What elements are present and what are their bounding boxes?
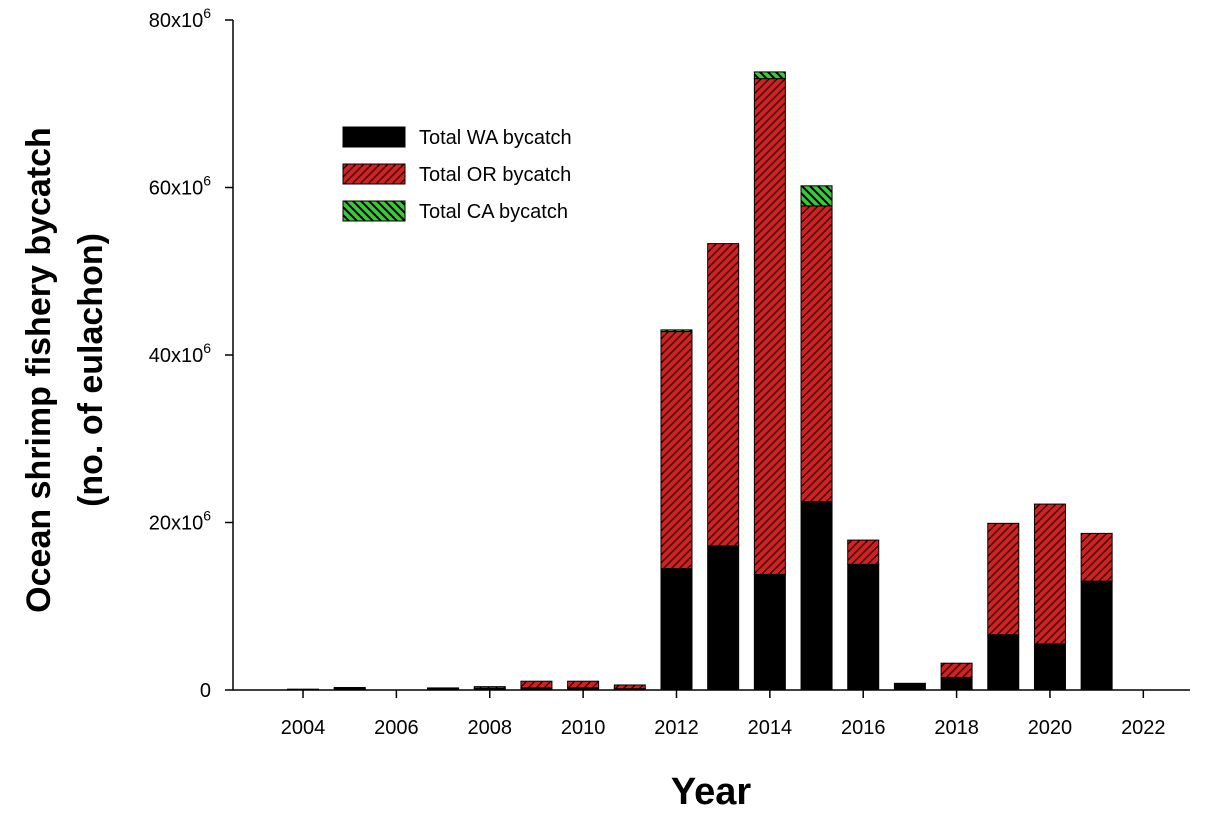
legend-swatch-total-wa-bycatch [342, 126, 406, 148]
bar-2020-total-or-bycatch [1033, 503, 1066, 645]
x-axis-title: Year [671, 771, 752, 813]
bar-2007-total-or-bycatch [427, 687, 460, 689]
x-tick-label: 2012 [654, 717, 699, 739]
x-tick-label: 2022 [1121, 717, 1166, 739]
legend: Total WA bycatch Total OR bycatch Total CA… [342, 126, 572, 223]
bar-2005-total-or-bycatch [333, 686, 366, 689]
x-tick-label: 2018 [934, 717, 979, 739]
bar-2016-total-or-bycatch [847, 539, 880, 565]
bar-2018-total-or-bycatch [940, 662, 973, 678]
y-tick-label: 0 [200, 680, 211, 702]
bar-2015-total-wa-bycatch [800, 501, 833, 691]
y-tick-label: 20x106 [149, 508, 212, 535]
x-tick-label: 2014 [748, 717, 793, 739]
x-tick-label: 2016 [841, 717, 886, 739]
x-tick-label: 2006 [374, 717, 419, 739]
legend-label-total-ca-bycatch: Total CA bycatch [419, 201, 568, 223]
y-tick-label: 40x106 [149, 340, 212, 367]
y-axis-title-line2: (no. of eulachon) [72, 233, 110, 507]
y-axis-ticks: 0 20x106 40x106 60x106 80x106 [149, 5, 233, 702]
x-tick-label: 2004 [281, 717, 326, 739]
x-tick-label: 2008 [468, 717, 513, 739]
y-axis-title-line1: Ocean shrimp fishery bycatch [20, 127, 58, 613]
bar-2017-total-wa-bycatch [893, 682, 926, 691]
y-tick-label: 80x106 [149, 5, 212, 32]
bar-2008-total-or-bycatch [473, 686, 506, 689]
bar-2010-total-or-bycatch [567, 680, 600, 689]
x-tick-label: 2010 [561, 717, 606, 739]
y-tick-label: 60x106 [149, 173, 212, 200]
bar-2019-total-wa-bycatch [987, 634, 1020, 691]
bar-2019-total-or-bycatch [987, 522, 1020, 636]
bar-2020-total-wa-bycatch [1033, 643, 1066, 691]
x-axis-ticks: 2004 2006 2008 2010 2012 2014 2016 2018 2020 2022 [281, 690, 1166, 739]
bar-2021-total-or-bycatch [1080, 532, 1113, 582]
bar-2014-total-wa-bycatch [753, 573, 786, 691]
bar-2012-total-ca-bycatch [660, 329, 693, 333]
bar-2015-total-ca-bycatch [800, 185, 833, 207]
bar-2012-total-or-bycatch [660, 331, 693, 570]
bar-2018-total-wa-bycatch [940, 676, 973, 691]
bars-group [287, 71, 1113, 691]
legend-label-total-wa-bycatch: Total WA bycatch [419, 127, 572, 149]
bar-2011-total-or-bycatch [613, 684, 646, 690]
y-axis-title: Ocean shrimp fishery bycatch (no. of eul… [20, 127, 110, 613]
legend-swatch-total-or-bycatch [342, 163, 406, 185]
bar-2013-total-or-bycatch [707, 243, 740, 547]
bar-2014-total-ca-bycatch [753, 71, 786, 80]
legend-label-total-or-bycatch: Total OR bycatch [419, 164, 571, 186]
bar-2016-total-wa-bycatch [847, 563, 880, 691]
bar-2015-total-or-bycatch [800, 205, 833, 503]
legend-swatch-total-ca-bycatch [342, 200, 406, 222]
bar-2014-total-or-bycatch [753, 78, 786, 575]
x-tick-label: 2020 [1028, 717, 1073, 739]
bar-2009-total-or-bycatch [520, 680, 553, 689]
bar-2013-total-wa-bycatch [707, 545, 740, 691]
bar-2021-total-wa-bycatch [1080, 580, 1113, 691]
bar-2012-total-wa-bycatch [660, 568, 693, 691]
